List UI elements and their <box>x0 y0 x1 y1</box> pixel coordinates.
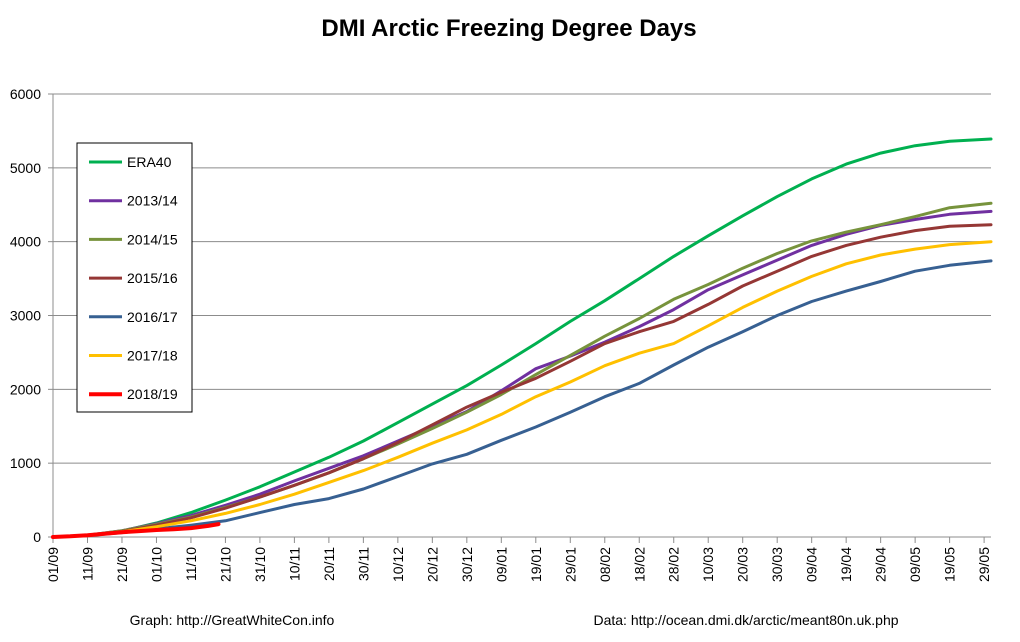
y-tick-label: 5000 <box>10 160 41 176</box>
x-tick-label: 20/11 <box>321 547 337 581</box>
x-tick-label: 19/04 <box>838 547 854 582</box>
legend: ERA40 2013/14 2014/15 2015/16 2016/17 2017/18… <box>76 142 193 413</box>
x-tick-label: 21/09 <box>114 547 130 582</box>
x-tick-label: 09/01 <box>493 547 509 582</box>
series-line-2015-16 <box>51 223 993 539</box>
x-tick-label: 10/12 <box>390 547 406 582</box>
y-tick-label: 3000 <box>10 308 41 324</box>
series-line-2018-19 <box>51 522 221 539</box>
gridlines <box>53 93 991 538</box>
y-tick-label: 0 <box>33 529 41 545</box>
y-tick-label: 1000 <box>10 455 41 471</box>
data-source-credit: Data: http://ocean.dmi.dk/arctic/meant80… <box>593 612 898 628</box>
x-tick-label: 30/03 <box>769 547 785 582</box>
x-tick-label: 09/04 <box>804 547 820 582</box>
y-tick-label: 4000 <box>10 234 41 250</box>
x-tick-label: 11/09 <box>79 547 95 581</box>
legend-label: 2015/16 <box>127 270 178 286</box>
chart-title: DMI Arctic Freezing Degree Days <box>321 15 696 42</box>
x-tick-label: 11/10 <box>183 547 199 581</box>
x-tick-label: 31/10 <box>252 547 268 582</box>
series-line-2016-17 <box>51 259 993 539</box>
legend-label: 2016/17 <box>127 309 178 325</box>
x-tick-label: 18/02 <box>631 547 647 582</box>
y-tick-label: 2000 <box>10 381 41 397</box>
y-axis-ticks: 0 1000 2000 3000 4000 5000 6000 <box>10 86 53 545</box>
x-tick-label: 19/01 <box>528 547 544 582</box>
x-tick-label: 10/03 <box>700 547 716 582</box>
x-tick-label: 09/05 <box>907 547 923 582</box>
legend-label: 2018/19 <box>127 386 178 402</box>
x-tick-label: 01/09 <box>45 547 61 582</box>
x-tick-label: 29/04 <box>873 547 889 582</box>
x-axis-ticks: 01/09 11/09 21/09 01/10 11/10 21/10 31/10 10/11… <box>45 537 992 582</box>
x-tick-label: 10/11 <box>286 547 302 581</box>
x-tick-label: 30/12 <box>459 547 475 582</box>
legend-label: 2014/15 <box>127 231 178 247</box>
x-tick-label: 01/10 <box>148 547 164 582</box>
legend-label: 2017/18 <box>127 348 178 364</box>
series-line-ERA40 <box>51 137 993 539</box>
series-line-2017-18 <box>51 240 993 539</box>
series-line-2013-14 <box>51 209 993 539</box>
graph-credit: Graph: http://GreatWhiteCon.info <box>130 612 335 628</box>
y-tick-label: 6000 <box>10 86 41 102</box>
x-tick-label: 30/11 <box>355 547 371 581</box>
x-tick-label: 21/10 <box>217 547 233 582</box>
x-tick-label: 29/01 <box>562 547 578 582</box>
x-tick-label: 20/12 <box>424 547 440 582</box>
x-tick-label: 28/02 <box>666 547 682 582</box>
legend-label: 2013/14 <box>127 193 178 209</box>
x-tick-label: 29/05 <box>976 547 992 582</box>
series-line-2014-15 <box>51 201 993 539</box>
x-tick-label: 20/03 <box>735 547 751 582</box>
x-tick-label: 19/05 <box>942 547 958 582</box>
series-lines <box>51 137 993 539</box>
legend-label: ERA40 <box>127 154 172 170</box>
x-tick-label: 08/02 <box>597 547 613 582</box>
